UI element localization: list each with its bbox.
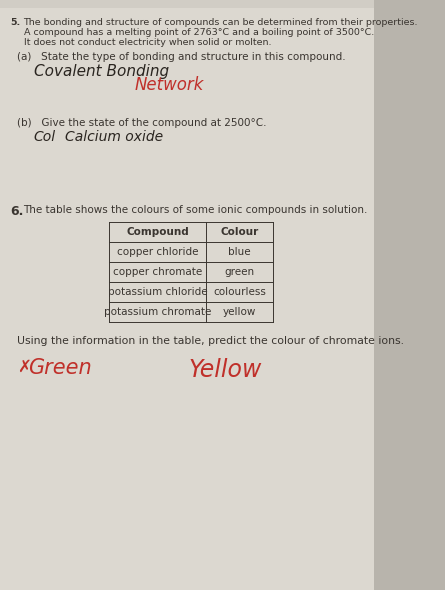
- Text: 6.: 6.: [10, 205, 24, 218]
- Text: Compound: Compound: [126, 227, 189, 237]
- Text: potassium chromate: potassium chromate: [104, 307, 211, 317]
- Text: copper chloride: copper chloride: [117, 247, 198, 257]
- Text: Col: Col: [33, 130, 56, 144]
- Text: Colour: Colour: [220, 227, 259, 237]
- Bar: [0, 0, 374, 8]
- Text: (a)   State the type of bonding and structure in this compound.: (a) State the type of bonding and struct…: [17, 52, 345, 62]
- Text: Green: Green: [28, 358, 92, 378]
- Text: A compound has a melting point of 2763°C and a boiling point of 3500°C.: A compound has a melting point of 2763°C…: [24, 28, 374, 37]
- Text: 5.: 5.: [10, 18, 20, 27]
- Text: blue: blue: [228, 247, 251, 257]
- Text: Using the information in the table, predict the colour of chromate ions.: Using the information in the table, pred…: [17, 336, 404, 346]
- Text: Network: Network: [134, 76, 204, 94]
- Text: Covalent Bonding: Covalent Bonding: [33, 64, 169, 79]
- Text: (b)   Give the state of the compound at 2500°C.: (b) Give the state of the compound at 25…: [17, 118, 266, 128]
- Text: Calcium oxide: Calcium oxide: [65, 130, 164, 144]
- Text: The bonding and structure of compounds can be determined from their properties.: The bonding and structure of compounds c…: [24, 18, 418, 27]
- Text: copper chromate: copper chromate: [113, 267, 202, 277]
- Text: potassium chloride: potassium chloride: [108, 287, 207, 297]
- Text: The table shows the colours of some ionic compounds in solution.: The table shows the colours of some ioni…: [24, 205, 368, 215]
- Text: Yellow: Yellow: [189, 358, 262, 382]
- Text: green: green: [224, 267, 255, 277]
- Text: It does not conduct electricity when solid or molten.: It does not conduct electricity when sol…: [24, 38, 271, 47]
- Text: ✗: ✗: [17, 358, 31, 376]
- Text: colourless: colourless: [213, 287, 266, 297]
- Text: yellow: yellow: [222, 307, 256, 317]
